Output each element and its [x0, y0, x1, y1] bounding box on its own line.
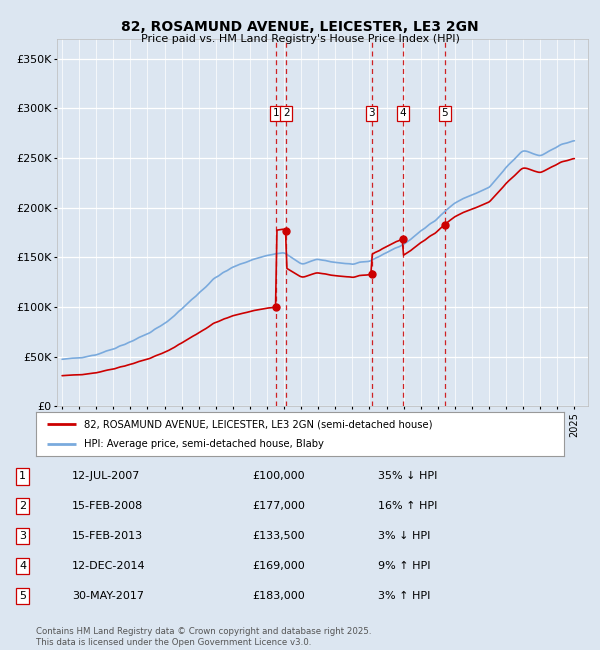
Text: 12-DEC-2014: 12-DEC-2014 — [72, 561, 146, 571]
Text: £100,000: £100,000 — [252, 471, 305, 482]
Text: 15-FEB-2013: 15-FEB-2013 — [72, 531, 143, 541]
Text: 9% ↑ HPI: 9% ↑ HPI — [378, 561, 431, 571]
Text: 4: 4 — [400, 109, 406, 118]
Text: 35% ↓ HPI: 35% ↓ HPI — [378, 471, 437, 482]
Text: 12-JUL-2007: 12-JUL-2007 — [72, 471, 140, 482]
Text: 30-MAY-2017: 30-MAY-2017 — [72, 591, 144, 601]
Text: £183,000: £183,000 — [252, 591, 305, 601]
Text: Contains HM Land Registry data © Crown copyright and database right 2025.
This d: Contains HM Land Registry data © Crown c… — [36, 627, 371, 647]
Text: 1: 1 — [19, 471, 26, 482]
Text: 16% ↑ HPI: 16% ↑ HPI — [378, 501, 437, 512]
Text: Price paid vs. HM Land Registry's House Price Index (HPI): Price paid vs. HM Land Registry's House … — [140, 34, 460, 44]
Text: £169,000: £169,000 — [252, 561, 305, 571]
Text: HPI: Average price, semi-detached house, Blaby: HPI: Average price, semi-detached house,… — [83, 439, 323, 449]
Text: 2: 2 — [283, 109, 289, 118]
Text: 4: 4 — [19, 561, 26, 571]
Text: 15-FEB-2008: 15-FEB-2008 — [72, 501, 143, 512]
Text: 3% ↑ HPI: 3% ↑ HPI — [378, 591, 430, 601]
Text: £133,500: £133,500 — [252, 531, 305, 541]
Text: 82, ROSAMUND AVENUE, LEICESTER, LE3 2GN (semi-detached house): 82, ROSAMUND AVENUE, LEICESTER, LE3 2GN … — [83, 419, 432, 429]
Text: 3% ↓ HPI: 3% ↓ HPI — [378, 531, 430, 541]
Text: 3: 3 — [19, 531, 26, 541]
Text: 5: 5 — [442, 109, 448, 118]
Text: £177,000: £177,000 — [252, 501, 305, 512]
Text: 3: 3 — [368, 109, 375, 118]
Text: 1: 1 — [273, 109, 280, 118]
Text: 2: 2 — [19, 501, 26, 512]
Text: 5: 5 — [19, 591, 26, 601]
Text: 82, ROSAMUND AVENUE, LEICESTER, LE3 2GN: 82, ROSAMUND AVENUE, LEICESTER, LE3 2GN — [121, 20, 479, 34]
